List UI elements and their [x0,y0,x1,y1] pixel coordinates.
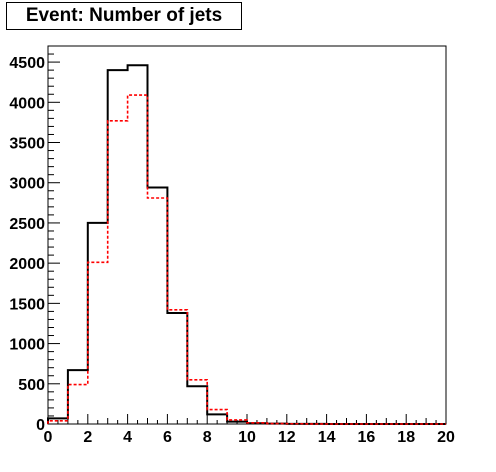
y-tick-label: 0 [36,417,45,434]
y-tick-label: 1000 [9,337,45,354]
y-tick-label: 3000 [9,176,45,193]
y-tick-label: 2000 [9,256,45,273]
y-tick-label: 1500 [9,296,45,313]
x-tick-label: 18 [397,429,415,446]
x-tick-label: 20 [437,429,455,446]
series-dashed-histogram [47,94,446,425]
x-tick-label: 0 [44,429,53,446]
chart-title: Event: Number of jets [6,2,242,30]
y-tick-label: 4000 [9,95,45,112]
x-tick-label: 4 [123,429,132,446]
y-tick-label: 4500 [9,55,45,72]
y-tick-label: 2500 [9,216,45,233]
x-tick-label: 2 [83,429,92,446]
y-tick-label: 500 [18,377,45,394]
x-tick-label: 12 [278,429,296,446]
x-tick-label: 10 [238,429,256,446]
x-tick-label: 16 [358,429,376,446]
y-tick-label: 3500 [9,136,45,153]
x-tick-label: 6 [163,429,172,446]
x-tick-label: 8 [203,429,212,446]
x-tick-label: 14 [318,429,336,446]
series-solid-histogram [47,64,446,425]
